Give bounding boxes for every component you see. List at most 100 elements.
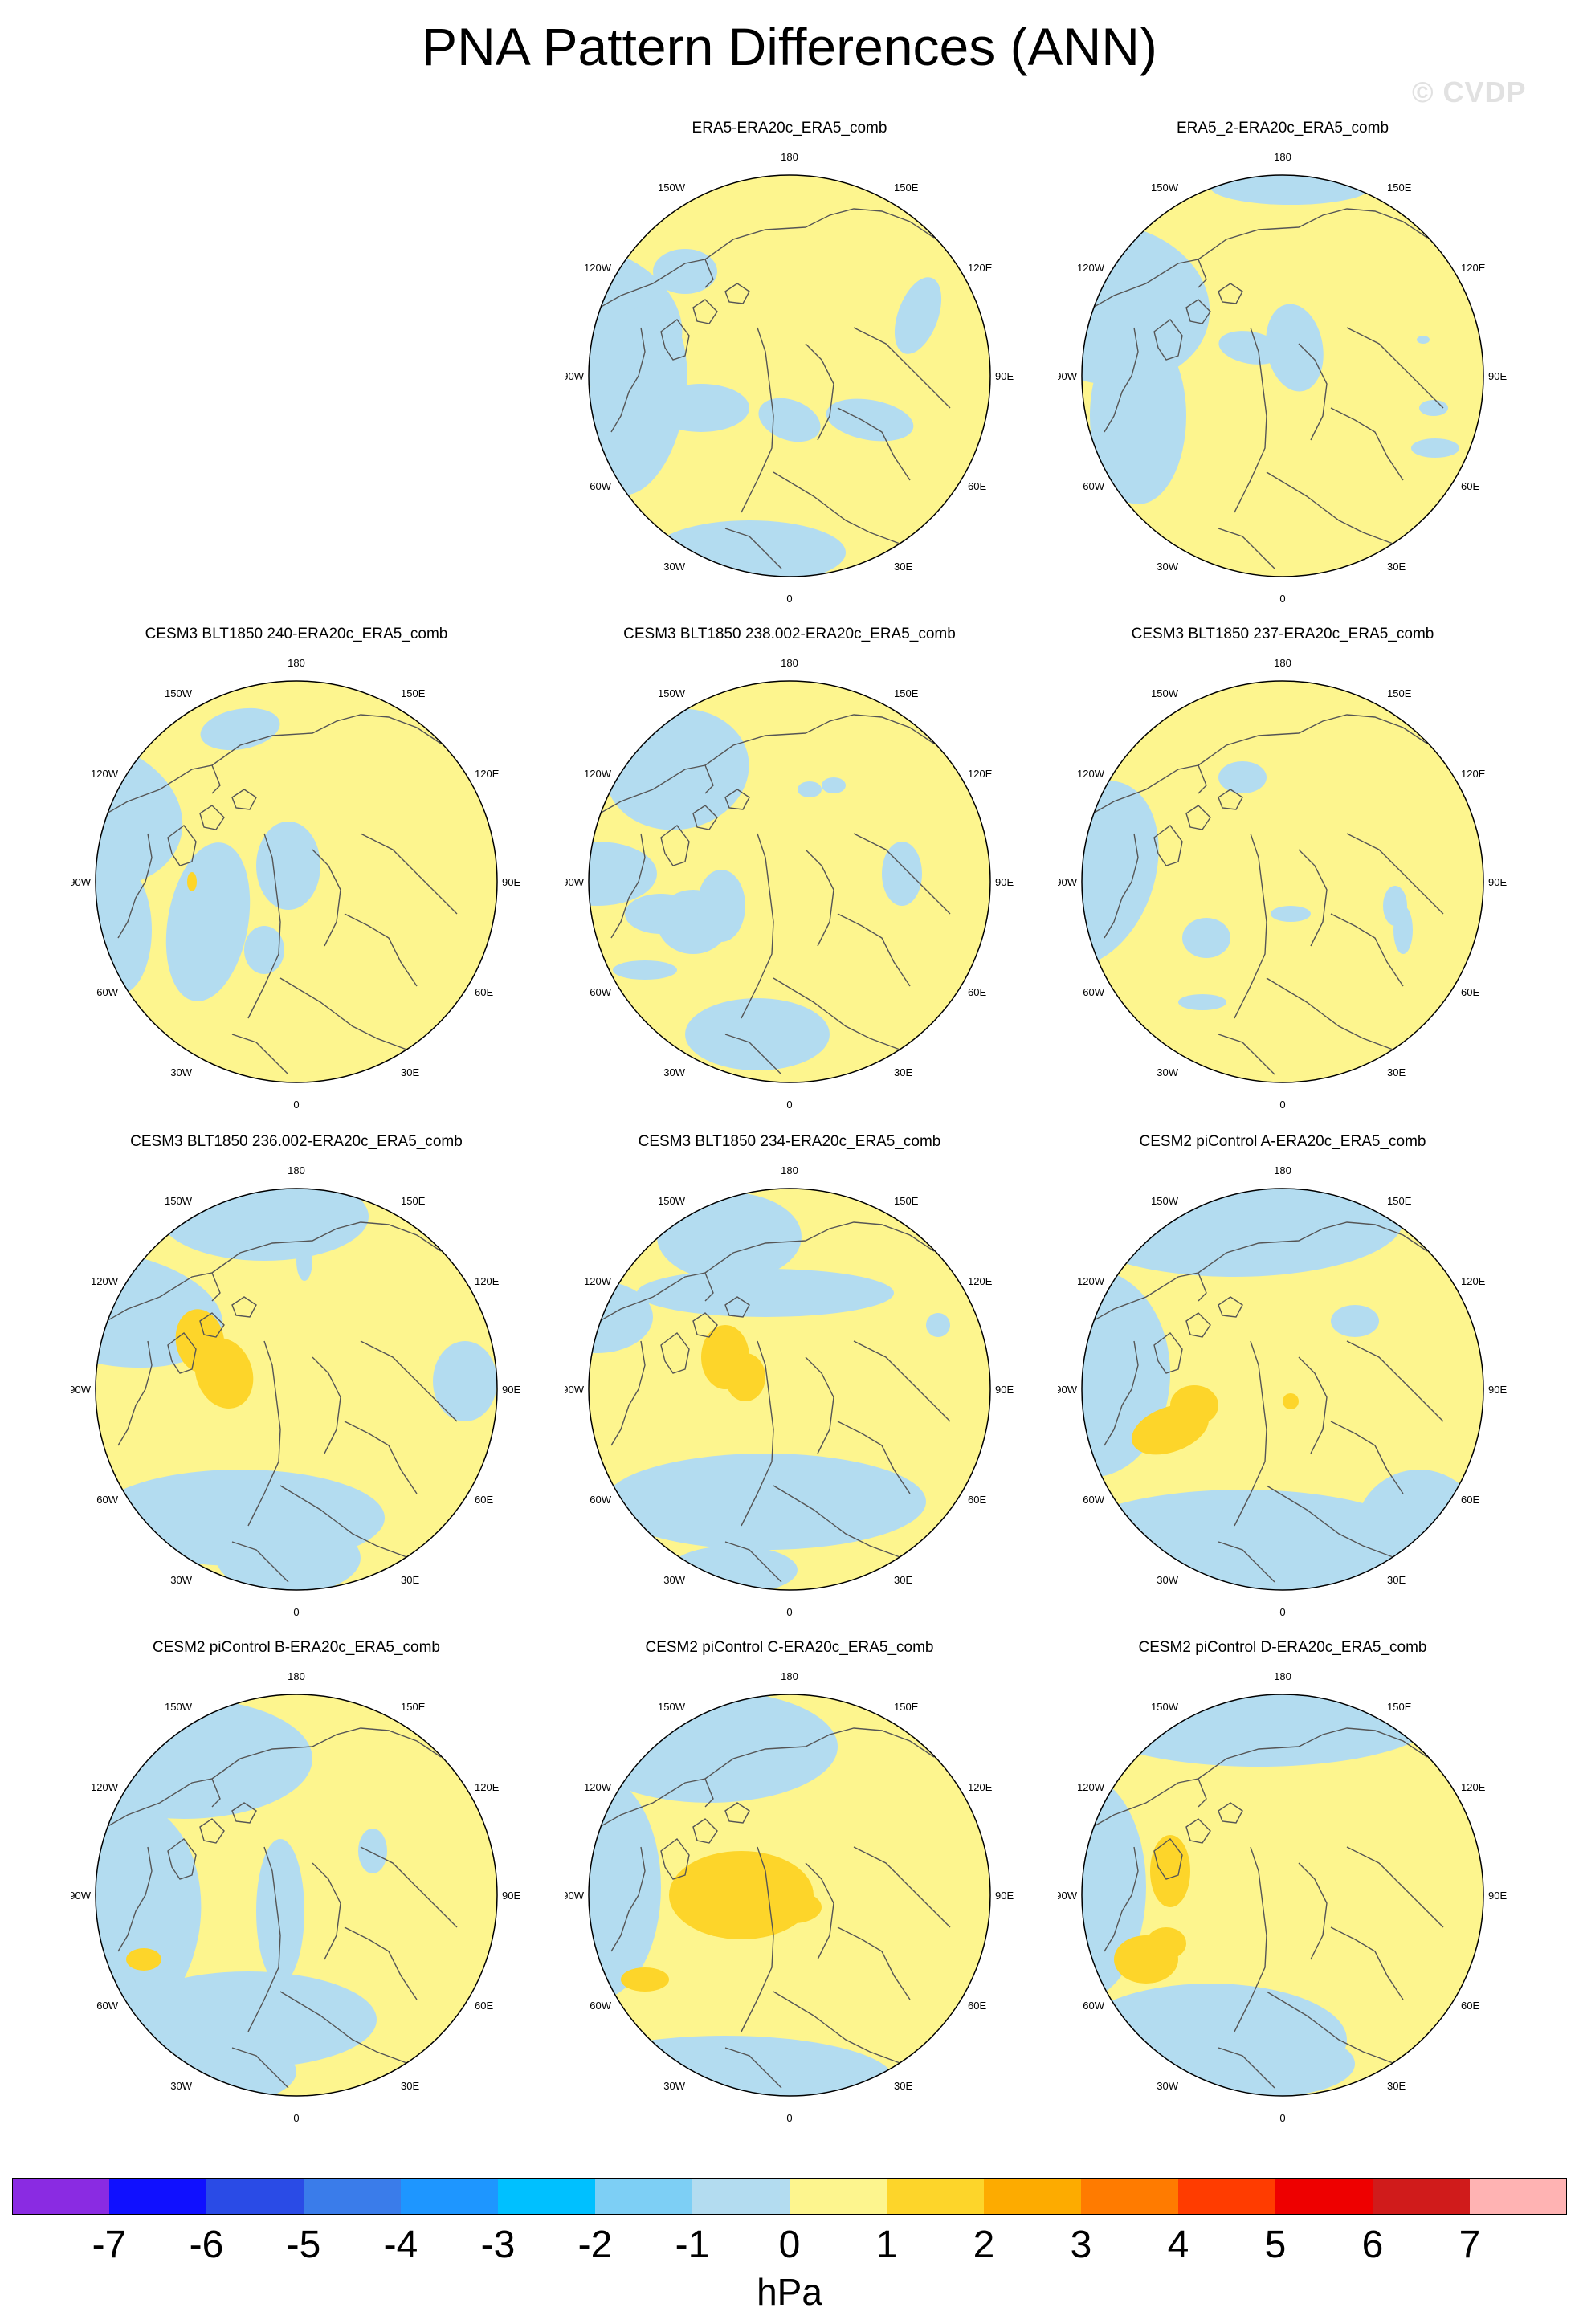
lon-label-bottom: 0 — [786, 1099, 792, 1111]
lon-label-mid-lower-left: 60W — [96, 986, 118, 998]
lon-label-lower-right: 30E — [894, 561, 912, 573]
coastline-2 — [1198, 714, 1428, 766]
coastline-10 — [1346, 1340, 1444, 1422]
lon-label-mid-upper-right: 120E — [475, 1275, 500, 1287]
coastline-9 — [344, 1421, 418, 1494]
lon-label-mid-lower-right: 60E — [475, 1494, 493, 1506]
lon-label-right: 90E — [1488, 370, 1507, 382]
lon-label-right: 90E — [995, 370, 1014, 382]
lon-label-left: 90W — [565, 370, 585, 382]
colorbar-swatch-4 — [304, 2178, 402, 2215]
lon-label-right: 90E — [995, 1890, 1014, 1902]
polar-map-panel-7: 180 0 90W 90E 150W 150E 120W 120E 60W 60E 30W 30E — [565, 1156, 1014, 1622]
panel-title-1: ERA5-ERA20c_ERA5_comb — [692, 120, 887, 137]
lon-label-mid-upper-right: 120E — [1461, 262, 1486, 274]
coastline-7 — [1234, 833, 1267, 1019]
colorbar-tick-label: -2 — [577, 2224, 613, 2266]
negative-anomaly-region-6 — [926, 1313, 950, 1337]
lon-label-mid-upper-left: 120W — [584, 768, 612, 780]
coastline-12 — [724, 1034, 782, 1075]
coastline-3 — [167, 825, 197, 866]
lon-label-upper-left: 150W — [165, 687, 193, 699]
coastline-7 — [1234, 327, 1267, 513]
coastline-10 — [360, 1340, 458, 1422]
lon-label-upper-right: 150E — [1387, 181, 1412, 194]
coastline-10 — [360, 833, 458, 915]
negative-anomaly-region-6 — [1419, 400, 1448, 416]
panel-title-7: CESM3 BLT1850 234-ERA20c_ERA5_comb — [638, 1133, 941, 1150]
polar-map-panel-1: 180 0 90W 90E 150W 150E 120W 120E 60W 60E 30W 30E — [565, 143, 1014, 609]
colorbar-tick-label: 5 — [1264, 2224, 1287, 2266]
map-boundary — [1081, 174, 1484, 577]
coastline-6 — [610, 1340, 646, 1446]
negative-anomaly-region-8 — [613, 960, 677, 980]
coastline-5 — [724, 283, 750, 304]
map-boundary — [95, 1188, 498, 1591]
coastline-5 — [724, 1802, 750, 1824]
coastline-2 — [704, 1221, 935, 1274]
lon-label-lower-right: 30E — [1387, 1066, 1406, 1078]
lon-label-right: 90E — [1488, 1890, 1507, 1902]
panel-title-5: CESM3 BLT1850 237-ERA20c_ERA5_comb — [1131, 626, 1434, 642]
coastline-10 — [853, 1846, 951, 1928]
negative-anomaly-region-2 — [589, 1775, 661, 2000]
lon-label-mid-lower-right: 60E — [1461, 480, 1479, 492]
lon-label-bottom: 0 — [1279, 2112, 1285, 2124]
lon-label-mid-upper-right: 120E — [1461, 1275, 1486, 1287]
lon-label-top: 180 — [288, 657, 305, 669]
lon-label-lower-right: 30E — [894, 1066, 912, 1078]
colorbar-tick-label: 1 — [875, 2224, 898, 2266]
lon-label-top: 180 — [1274, 1164, 1291, 1176]
colorbar-tick-label: -4 — [383, 2224, 418, 2266]
coastline-10 — [360, 1846, 458, 1928]
colorbar-unit-label: hPa — [757, 2271, 822, 2313]
negative-anomaly-region-5 — [433, 1341, 497, 1421]
negative-anomaly-region-1 — [1082, 780, 1159, 968]
lon-label-mid-upper-right: 120E — [968, 262, 993, 274]
coastline-9 — [1330, 1926, 1404, 2000]
lon-label-mid-upper-right: 120E — [1461, 768, 1486, 780]
positive-anomaly-region-8 — [1283, 1393, 1299, 1409]
polar-map-panel-8: 180 0 90W 90E 150W 150E 120W 120E 60W 60E 30W 30E — [1058, 1156, 1508, 1622]
panel-title-3: CESM3 BLT1850 240-ERA20c_ERA5_comb — [145, 626, 448, 642]
lon-label-upper-right: 150E — [894, 687, 919, 699]
positive-anomaly-region-7 — [187, 872, 197, 891]
coastline-1 — [1085, 764, 1207, 818]
lon-label-lower-left: 30W — [1157, 1066, 1178, 1078]
coastline-10 — [1346, 1846, 1444, 1928]
coastline-5 — [231, 1802, 257, 1824]
negative-anomaly-region-7 — [685, 998, 830, 1070]
colorbar-swatch-14 — [1275, 2178, 1373, 2215]
colorbar-swatch-3 — [206, 2178, 304, 2215]
polar-map-panel-2: 180 0 90W 90E 150W 150E 120W 120E 60W 60E 30W 30E — [1058, 143, 1508, 609]
positive-anomaly-region-5 — [621, 1967, 669, 1992]
map-boundary — [1081, 680, 1484, 1083]
contour-fill-group — [1082, 1694, 1483, 2096]
coastline-12 — [231, 2047, 289, 2089]
polar-map-panel-4: 180 0 90W 90E 150W 150E 120W 120E 60W 60E 30W 30E — [565, 649, 1014, 1115]
colorbar-swatch-12 — [1081, 2178, 1179, 2215]
coastline-5 — [231, 789, 257, 810]
lon-label-upper-left: 150W — [165, 1195, 193, 1207]
negative-anomaly-region-6 — [244, 926, 284, 974]
lon-label-lower-left: 30W — [663, 2080, 685, 2092]
lon-label-left: 90W — [1058, 1384, 1078, 1396]
coastline-10 — [853, 327, 951, 409]
coastline-7 — [247, 1340, 281, 1527]
negative-anomaly-region-5 — [669, 1546, 798, 1590]
negative-anomaly-region-2 — [1082, 1269, 1170, 1478]
coastline-8 — [1298, 849, 1328, 947]
coastline-1 — [99, 764, 221, 818]
coastline-4 — [1185, 299, 1211, 324]
lon-label-bottom: 0 — [1279, 1099, 1285, 1111]
coastline-1 — [99, 1272, 221, 1326]
lon-label-mid-upper-left: 120W — [91, 1275, 119, 1287]
lon-label-mid-upper-left: 120W — [584, 1275, 612, 1287]
coastline-11 — [773, 1991, 903, 2065]
coastline-3 — [1153, 1332, 1183, 1374]
coastline-9 — [1330, 1421, 1404, 1494]
coastline-4 — [1185, 1818, 1211, 1844]
negative-anomaly-region-6 — [1393, 906, 1413, 954]
negative-anomaly-region-2 — [637, 1269, 894, 1317]
lon-label-upper-right: 150E — [894, 1701, 919, 1713]
